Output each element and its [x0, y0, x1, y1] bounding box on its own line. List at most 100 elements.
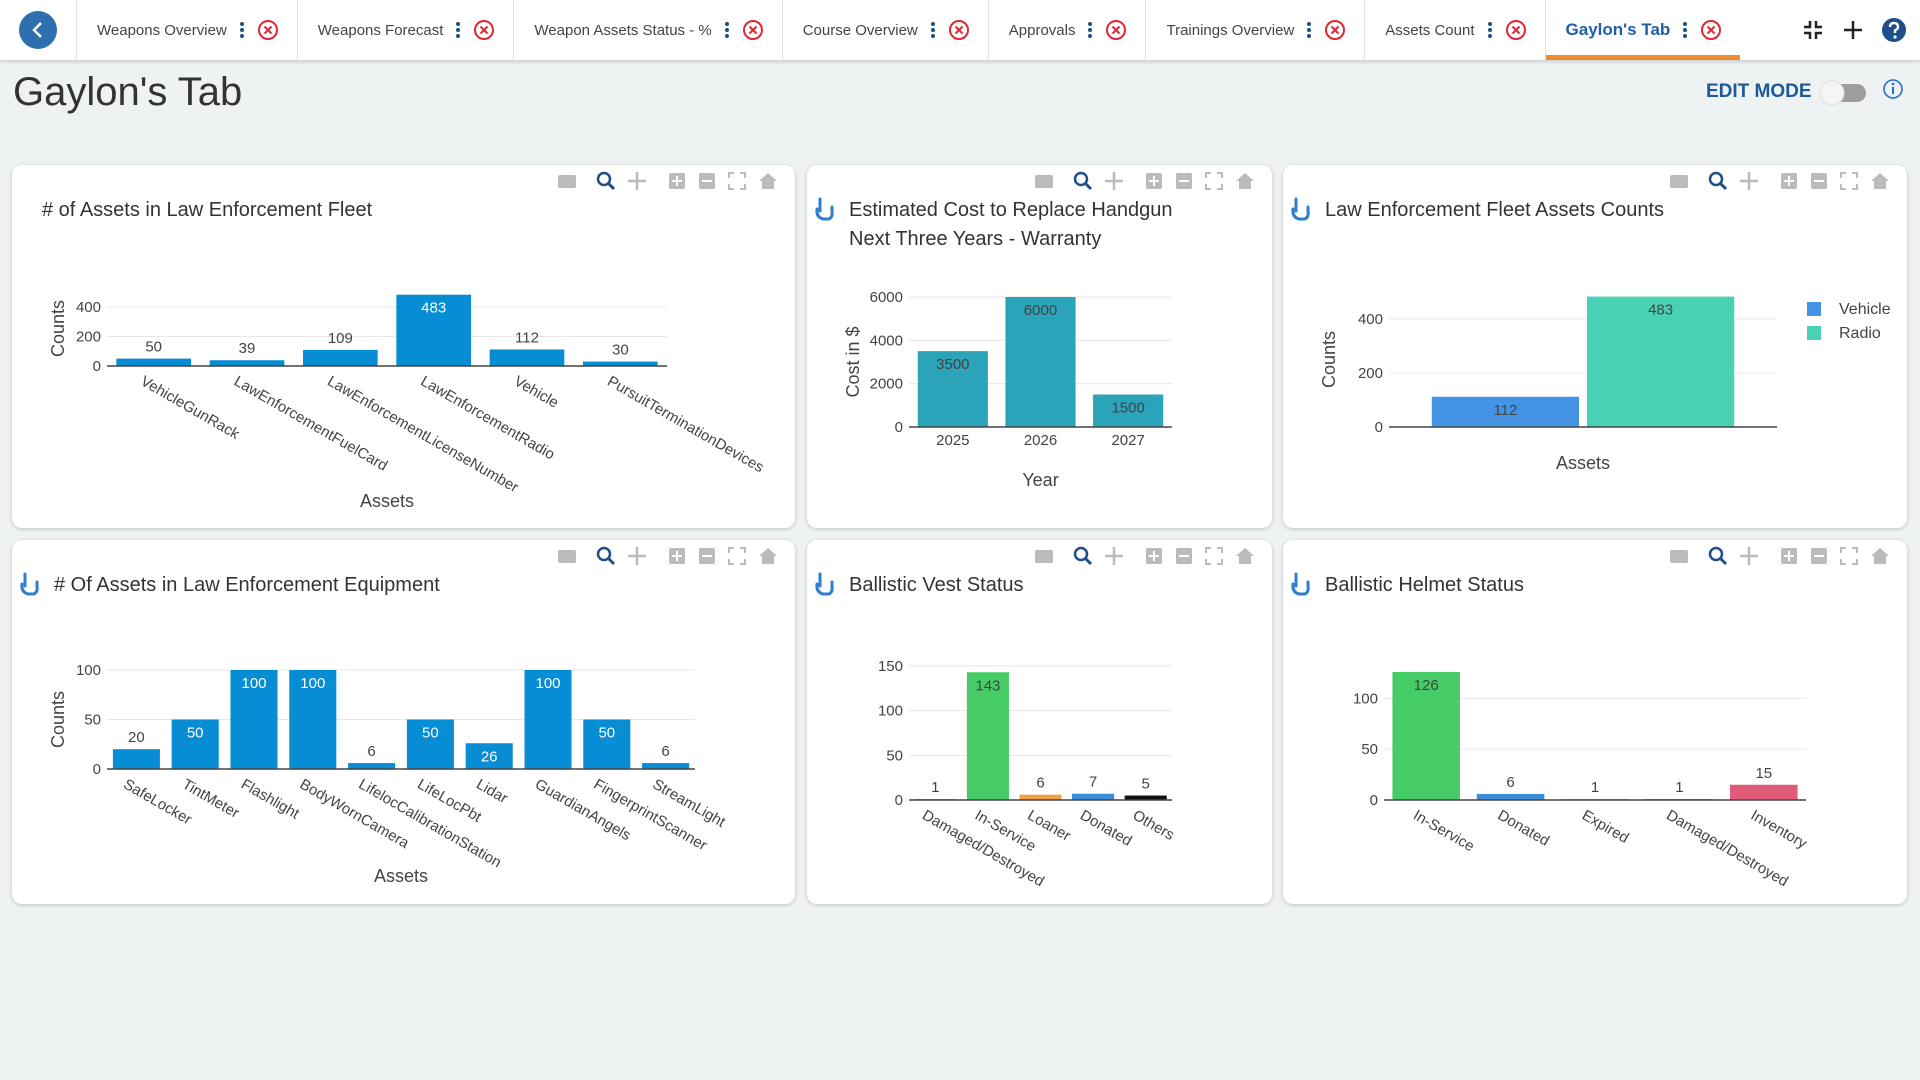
data-label: 5: [1142, 776, 1150, 793]
data-label: 483: [1648, 302, 1673, 319]
bar: [489, 349, 565, 366]
tab[interactable]: Weapon Assets Status - %: [514, 0, 783, 60]
tab-menu-icon[interactable]: [1087, 21, 1093, 39]
tab-close-icon[interactable]: [1700, 19, 1722, 41]
x-tick-label: Lidar: [473, 776, 510, 807]
x-tick-label: Expired: [1579, 807, 1632, 847]
info-icon[interactable]: [1883, 79, 1903, 99]
close-x: [748, 25, 757, 35]
tab-label: Weapon Assets Status - %: [534, 21, 712, 39]
bar: [209, 360, 285, 366]
y-tick-label: 150: [878, 658, 903, 675]
info-icon-dot: [1891, 82, 1895, 86]
close-x: [480, 25, 489, 35]
tab[interactable]: Course Overview: [783, 0, 989, 60]
data-label: 50: [422, 725, 439, 742]
tab[interactable]: Weapons Forecast: [298, 0, 515, 60]
data-label: 1500: [1111, 400, 1144, 417]
tab-close-icon[interactable]: [1505, 19, 1527, 41]
toggle-knob[interactable]: [1820, 80, 1845, 106]
bar: [1124, 795, 1167, 800]
autoscale-icon: [1205, 172, 1223, 190]
tab-menu-icon[interactable]: [455, 21, 461, 39]
pan-icon: [1105, 547, 1123, 565]
x-tick-label: Flashlight: [238, 776, 303, 823]
menu-dot: [1088, 34, 1093, 38]
tab-close-icon[interactable]: [948, 19, 970, 41]
menu-dot: [239, 28, 244, 32]
chart-panel: 0 50 100 150 1 143 6 7 5 Damaged/Destroyed In-Serv…: [807, 540, 1272, 904]
y-tick-label: 0: [93, 358, 101, 375]
close-x: [263, 25, 272, 35]
close-x: [1112, 25, 1121, 35]
menu-dot: [1683, 34, 1688, 38]
drag-handle-icon: [20, 572, 39, 596]
data-label: 6: [1036, 775, 1044, 792]
tab[interactable]: Weapons Overview: [76, 0, 298, 60]
data-label: 126: [1414, 677, 1439, 694]
autoscale-icon: [1840, 172, 1858, 190]
tab-menu-icon[interactable]: [239, 21, 245, 39]
tab[interactable]: Gaylon's Tab: [1545, 0, 1741, 60]
add-icon[interactable]: [1840, 17, 1866, 43]
chart-title: # of Assets in Law Enforcement Fleet: [42, 199, 373, 221]
menu-dot: [1088, 22, 1093, 26]
tab-menu-icon[interactable]: [1306, 21, 1312, 39]
menu-dot: [456, 22, 461, 26]
bar: [1392, 672, 1460, 800]
tab-close-icon[interactable]: [1105, 19, 1127, 41]
collapse-icon[interactable]: [1800, 17, 1826, 43]
zoom-icon: [596, 171, 612, 187]
help-icon[interactable]: [1880, 16, 1908, 44]
tab-menu-icon[interactable]: [724, 21, 730, 39]
reset-icon: [1236, 173, 1254, 189]
tab-close-icon[interactable]: [257, 19, 279, 41]
y-tick-label: 100: [1353, 690, 1378, 707]
chart-title: Ballistic Helmet Status: [1325, 574, 1524, 596]
bar: [171, 719, 219, 769]
y-tick-label: 50: [886, 747, 903, 764]
y-tick-label: 0: [895, 419, 903, 436]
menu-dot: [724, 22, 729, 26]
tab-close-icon[interactable]: [742, 19, 764, 41]
chart-panel: 0 50 100 20 50 100 100 6 50 26 100 50 6 SafeLocker Tin…: [12, 540, 795, 904]
camera-icon: [1035, 550, 1053, 563]
y-tick-label: 0: [1375, 419, 1383, 436]
reset-icon: [759, 173, 777, 189]
tab-menu-icon[interactable]: [930, 21, 936, 39]
data-label: 39: [239, 340, 256, 357]
tab-label: Course Overview: [802, 21, 918, 39]
autoscale-icon: [1205, 547, 1223, 565]
close-x: [1331, 25, 1340, 35]
data-label: 15: [1755, 765, 1772, 782]
tab[interactable]: Approvals: [989, 0, 1147, 60]
tab-close-icon[interactable]: [473, 19, 495, 41]
reset-icon: [759, 548, 777, 564]
camera-icon: [558, 175, 576, 188]
tab-close-icon[interactable]: [1324, 19, 1346, 41]
x-tick-label: Donated: [1495, 807, 1553, 850]
data-label: 112: [1493, 402, 1517, 419]
zoom-icon-handle: [1083, 181, 1093, 191]
tab-label: Weapons Overview: [97, 21, 227, 39]
x-tick-label: 2027: [1111, 432, 1144, 449]
data-label: 26: [481, 748, 498, 765]
y-axis-title: Cost in $: [843, 326, 863, 397]
data-label: 112: [515, 329, 539, 346]
zoom-in-sign: [1784, 551, 1794, 561]
back-button[interactable]: [0, 0, 76, 60]
tab[interactable]: Trainings Overview: [1146, 0, 1366, 60]
x-axis-title: Year: [1022, 470, 1058, 490]
x-axis-title: Assets: [1556, 453, 1610, 473]
tab-menu-icon[interactable]: [1487, 21, 1493, 39]
chart-title: # Of Assets in Law Enforcement Equipment: [54, 574, 440, 596]
tab[interactable]: Assets Count: [1365, 0, 1546, 60]
data-label: 100: [241, 675, 266, 692]
close-circle: [257, 20, 278, 40]
data-label: 6: [1506, 774, 1514, 791]
tab-menu-icon[interactable]: [1682, 21, 1688, 39]
y-tick-label: 100: [878, 703, 903, 720]
camera-icon: [1670, 550, 1688, 563]
